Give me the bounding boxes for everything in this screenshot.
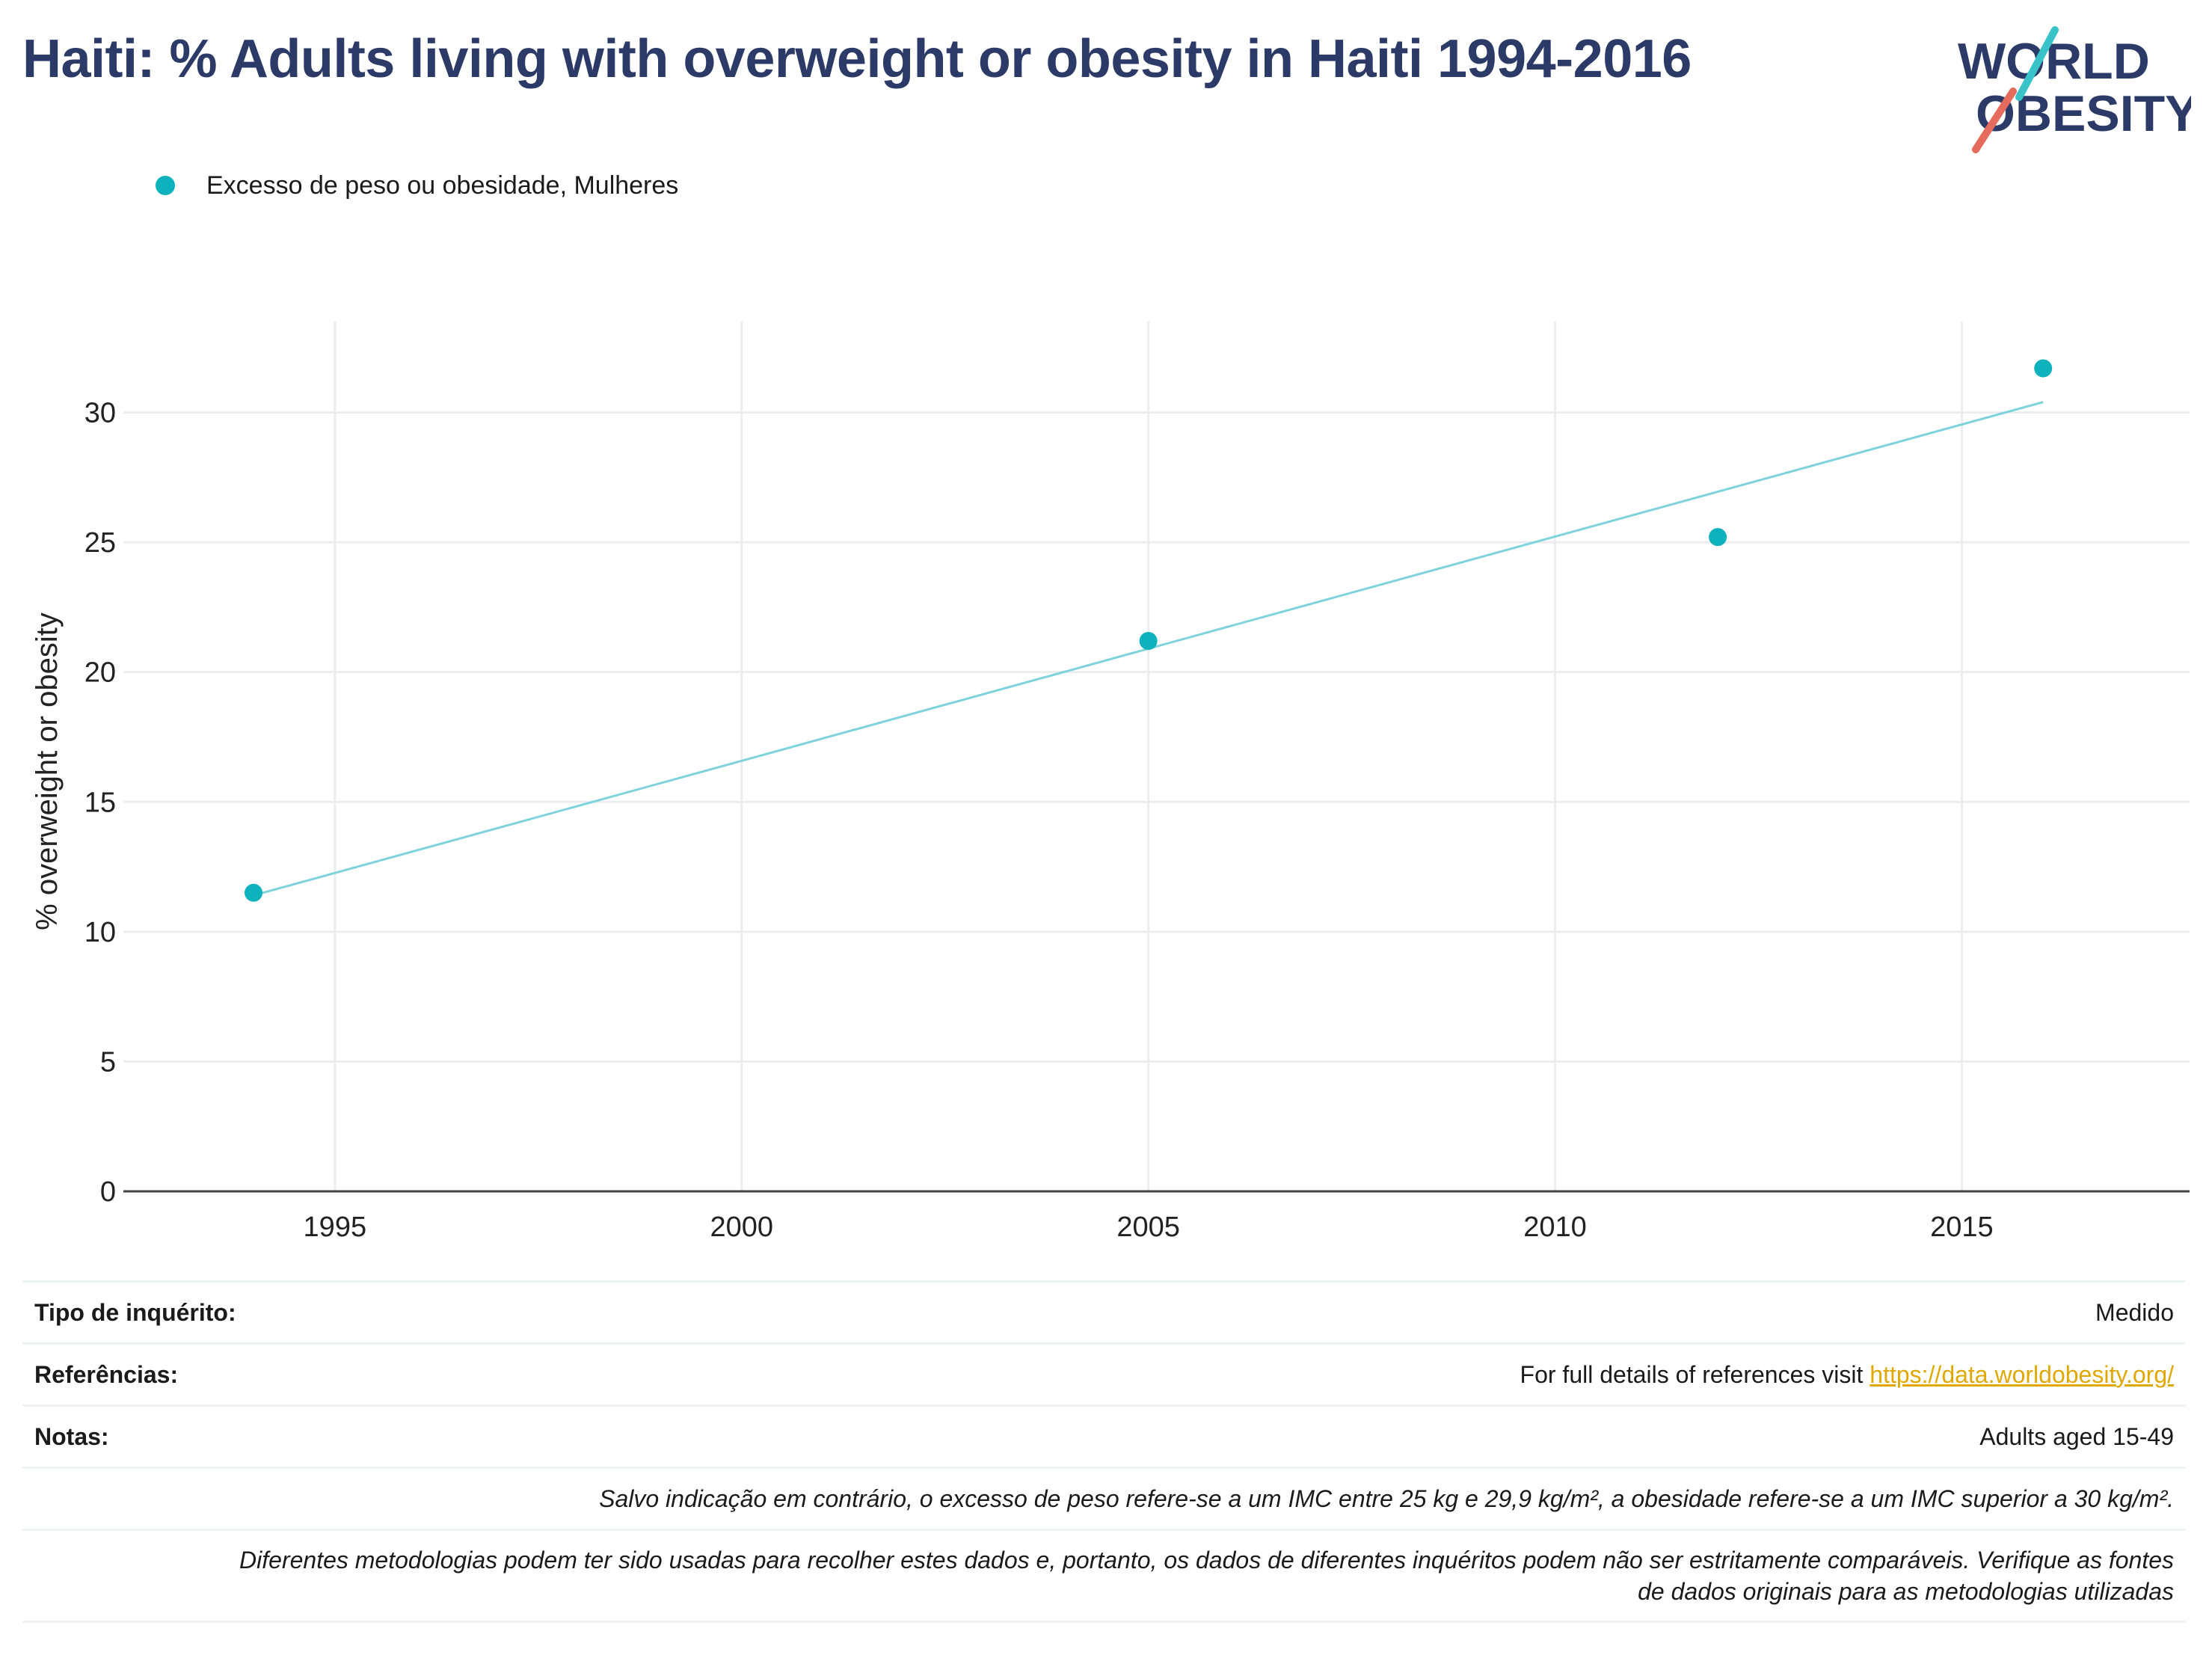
logo-line1: WORLD (1958, 33, 2150, 90)
meta-row-methods-note: Diferentes metodologias podem ter sido u… (22, 1529, 2186, 1623)
y-tick-label: 20 (85, 657, 116, 689)
legend-label: Excesso de peso ou obesidade, Mulheres (206, 171, 679, 200)
y-tick-label: 5 (100, 1046, 116, 1078)
chart-legend: Excesso de peso ou obesidade, Mulheres (156, 171, 678, 200)
methods-note-line2: de dados originais para as metodologias … (1638, 1578, 2174, 1605)
meta-row-survey-type: Tipo de inquérito: Medido (22, 1280, 2186, 1342)
y-tick-label: 10 (85, 917, 116, 948)
y-tick-label: 25 (85, 527, 116, 559)
metadata-table: Tipo de inquérito: Medido Referências: F… (22, 1280, 2186, 1623)
x-tick-label: 2005 (1116, 1212, 1180, 1243)
references-text: For full details of references visit (1520, 1360, 1870, 1388)
data-point (2034, 359, 2053, 378)
meta-row-notes: Notas: Adults aged 15-49 (22, 1404, 2186, 1467)
x-tick-label: 2000 (710, 1212, 773, 1243)
data-point (1139, 632, 1158, 651)
y-tick-label: 0 (100, 1176, 116, 1208)
y-tick-label: 15 (85, 787, 116, 818)
x-tick-label: 1995 (304, 1212, 367, 1243)
survey-type-label: Tipo de inquérito: (34, 1298, 236, 1326)
notes-value: Adults aged 15-49 (1979, 1422, 2174, 1450)
survey-type-value: Medido (2095, 1298, 2174, 1326)
y-axis-label: % overweight or obesity (31, 612, 64, 930)
references-label: Referências: (34, 1360, 179, 1388)
x-tick-label: 2010 (1523, 1212, 1587, 1243)
legend-marker (156, 176, 175, 195)
bmi-note: Salvo indicação em contrário, o excesso … (599, 1485, 2174, 1512)
meta-row-bmi-note: Salvo indicação em contrário, o excesso … (22, 1467, 2186, 1529)
world-obesity-logo: WORLD OBESITY (1958, 26, 2191, 153)
notes-label: Notas: (34, 1422, 109, 1450)
methods-note-line1: Diferentes metodologias podem ter sido u… (239, 1547, 2174, 1574)
data-point (245, 883, 263, 902)
logo-slash-red (1972, 87, 2017, 153)
data-point (1709, 528, 1727, 547)
x-tick-label: 2015 (1930, 1212, 1994, 1243)
chart-area: 1995 2000 2005 2010 2015 0 5 10 15 20 25 30 % overwe… (31, 322, 2190, 1243)
references-link[interactable]: https://data.worldobesity.org/ (1870, 1360, 2174, 1388)
page-title: Haiti: % Adults living with overweight o… (22, 29, 1692, 89)
meta-row-references: Referências: For full details of referen… (22, 1342, 2186, 1404)
logo-slash-teal (2015, 26, 2059, 101)
references-value: For full details of references visit htt… (1520, 1361, 2174, 1389)
y-tick-label: 30 (85, 398, 116, 429)
methods-note: Diferentes metodologias podem ter sido u… (239, 1544, 2174, 1607)
